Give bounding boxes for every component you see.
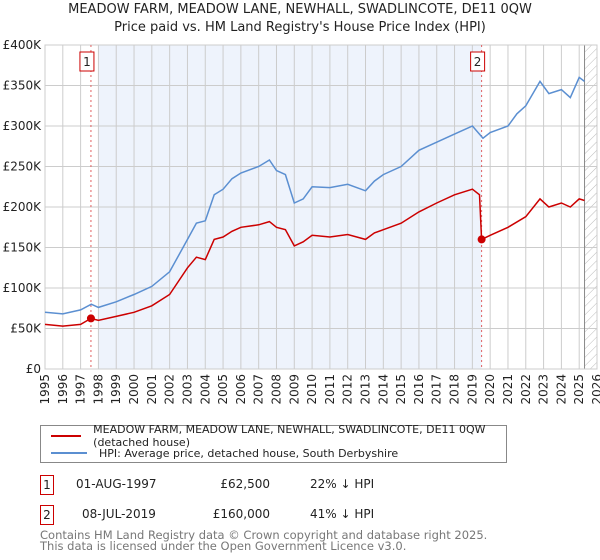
x-tick-label: 2025	[572, 374, 586, 405]
transaction-date: 08-JUL-2019	[82, 507, 156, 521]
price-chart: 1995 1996 1997 1998 1999 2000 2001 2002 2003 2004…	[3, 38, 600, 405]
x-tick-label: 2007	[252, 374, 266, 405]
legend-label: HPI: Average price, detached house, Sout…	[99, 446, 399, 460]
marker-box-1	[79, 51, 95, 72]
legend: MEADOW FARM, MEADOW LANE, NEWHALL, SWADL…	[40, 423, 507, 463]
transaction-hpi: 22% ↓ HPI	[310, 477, 375, 491]
hpi-line	[44, 76, 585, 315]
legend-label: MEADOW FARM, MEADOW LANE, NEWHALL, SWADL…	[93, 423, 486, 449]
transaction-hpi: 41% ↓ HPI	[310, 507, 375, 521]
transaction-date: 01-AUG-1997	[76, 477, 157, 491]
transaction-number: 2	[40, 505, 54, 525]
x-tick-label: 2008	[269, 374, 283, 405]
marker-box-2	[470, 51, 486, 72]
legend-swatch-property	[51, 435, 82, 437]
x-tick-label: 2020	[483, 374, 497, 405]
y-tick-label: £150K	[3, 241, 43, 255]
property-price-line	[44, 188, 585, 327]
y-tick-label: £100K	[3, 281, 43, 295]
marker-label-1: 1	[83, 55, 91, 69]
x-tick-label: 2019	[465, 374, 479, 405]
sale-point-2	[477, 235, 486, 244]
x-tick-label: 2010	[305, 374, 319, 405]
x-tick-label: 2006	[234, 374, 248, 405]
y-tick-label: £50K	[10, 322, 42, 336]
x-tick-label: 2022	[519, 374, 533, 405]
x-tick-label: 2015	[394, 374, 408, 405]
y-tick-label: £400K	[3, 38, 43, 52]
marker-label-2: 2	[474, 55, 482, 69]
x-tick-label: 2013	[359, 374, 373, 405]
x-tick-label: 1999	[109, 374, 123, 405]
footer-licence: This data is licensed under the Open Gov…	[40, 539, 407, 553]
x-tick-label: 2023	[537, 374, 551, 405]
x-tick-label: 2011	[323, 374, 337, 405]
transaction-price: £62,500	[220, 477, 270, 491]
x-tick-label: 2026	[590, 374, 600, 405]
x-tick-label: 2024	[554, 374, 568, 405]
x-tick-label: 1997	[74, 374, 88, 405]
x-tick-label: 1998	[91, 374, 105, 405]
x-tick-label: 1996	[56, 374, 70, 405]
transaction-price: £160,000	[212, 507, 270, 521]
legend-swatch-hpi	[51, 452, 87, 454]
x-tick-label: 2003	[180, 374, 194, 405]
sale-point-1	[86, 314, 95, 323]
plot-frame	[44, 44, 598, 370]
x-tick-label: 2014	[376, 374, 390, 405]
legend-item-hpi: HPI: Average price, detached house, Sout…	[51, 445, 398, 461]
y-tick-label: £200K	[3, 200, 43, 214]
y-tick-label: £350K	[3, 79, 43, 93]
x-tick-label: 2016	[412, 374, 426, 405]
y-tick-label: £0	[26, 362, 41, 376]
x-tick-label: 2017	[430, 374, 444, 405]
x-tick-label: 2021	[501, 374, 515, 405]
chart-title: MEADOW FARM, MEADOW LANE, NEWHALL, SWADL…	[68, 2, 532, 17]
x-tick-label: 2005	[216, 374, 230, 405]
transaction-number: 1	[40, 475, 54, 495]
x-tick-label: 1995	[38, 374, 52, 405]
footer: Contains HM Land Registry data © Crown c…	[40, 528, 488, 553]
legend-item-property: MEADOW FARM, MEADOW LANE, NEWHALL, SWADL…	[51, 423, 506, 449]
x-tick-label: 2004	[198, 374, 212, 405]
chart-subtitle: Price paid vs. HM Land Registry's House …	[114, 20, 486, 35]
footer-copyright: Contains HM Land Registry data © Crown c…	[40, 528, 488, 542]
y-tick-label: £300K	[3, 119, 43, 133]
x-tick-label: 2001	[145, 374, 159, 405]
y-tick-label: £250K	[3, 160, 43, 174]
x-tick-label: 2012	[341, 374, 355, 405]
x-tick-label: 2000	[127, 374, 141, 405]
x-tick-label: 2002	[163, 374, 177, 405]
x-tick-label: 2009	[287, 374, 301, 405]
x-tick-label: 2018	[448, 374, 462, 405]
